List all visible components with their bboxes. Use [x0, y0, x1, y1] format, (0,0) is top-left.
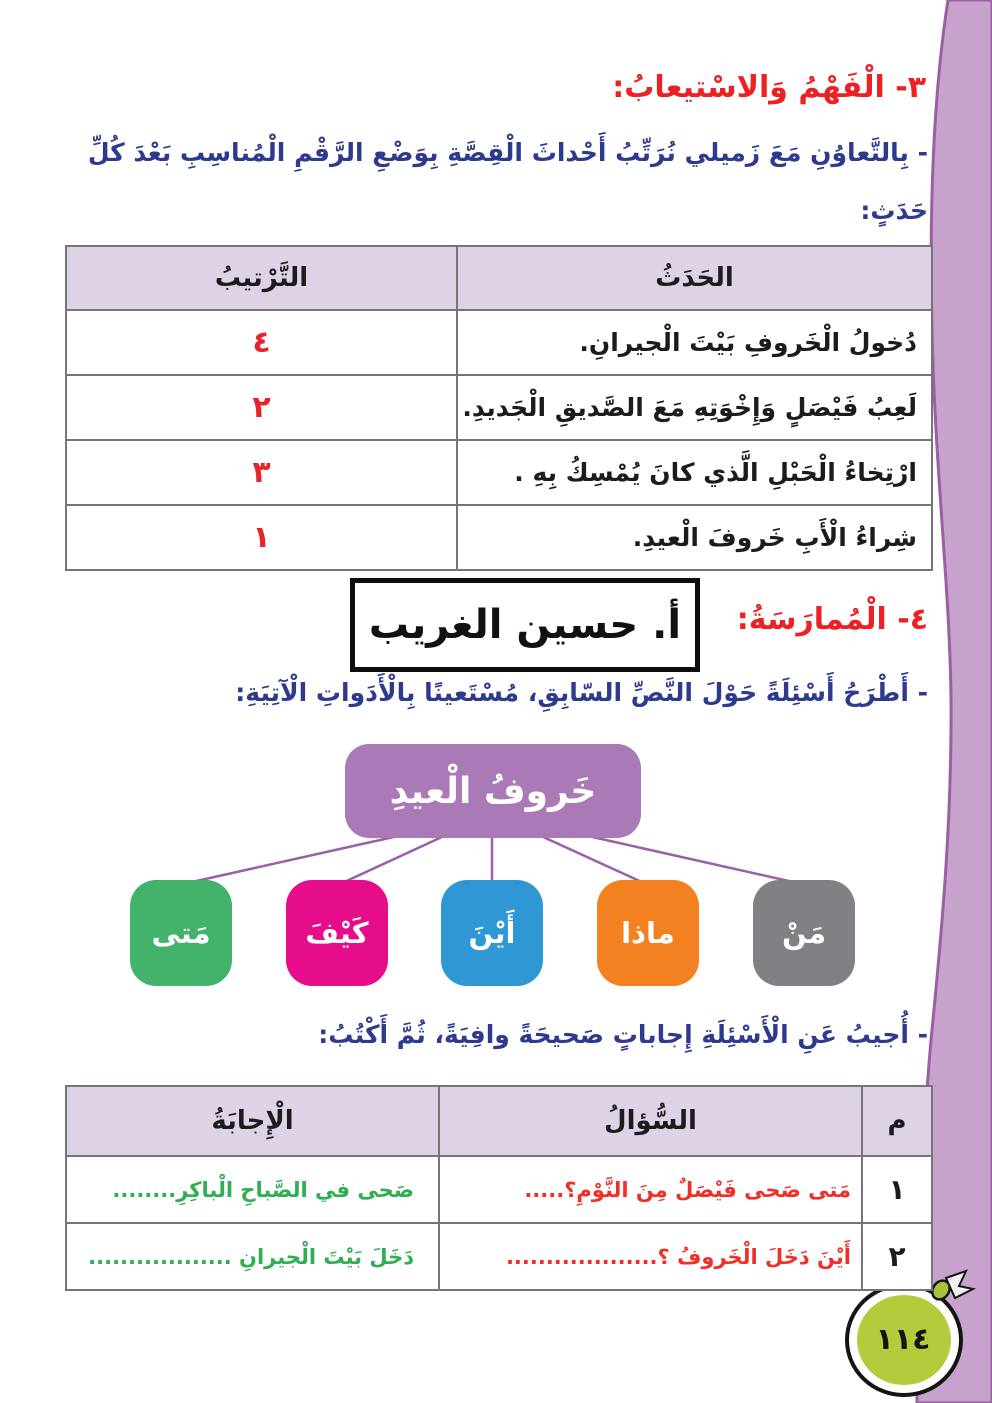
event-order: ١: [65, 504, 458, 571]
question-word-label: مَنْ: [781, 916, 827, 950]
topic-box: خَروفُ الْعيدِ: [345, 744, 641, 838]
teacher-stamp: أ. حسين الغريب: [350, 578, 700, 672]
table-row: شِراءُ الْأَبِ خَروفَ الْعيدِ. ١: [65, 504, 933, 571]
section4-instruction2: - أُجيبُ عَنِ الْأَسْئِلَةِ إِجاباتٍ صَح…: [318, 1020, 928, 1049]
question-word-box-man: مَنْ: [753, 880, 855, 986]
question-word-label: ماذا: [621, 916, 675, 950]
question-word-label: كَيْفَ: [305, 916, 369, 950]
event-text: ارْتِخاءُ الْحَبْلِ الَّذي كانَ يُمْسِكُ…: [456, 439, 933, 506]
event-text: شِراءُ الْأَبِ خَروفَ الْعيدِ.: [456, 504, 933, 571]
question-word-label: أَيْنَ: [468, 916, 516, 950]
qa-header-num: م: [861, 1085, 933, 1157]
table-row: ٢ أَيْنَ دَخَلَ الْخَروفُ ؟.............…: [65, 1222, 933, 1291]
table-row: لَعِبُ فَيْصَلٍ وَإِخْوَتِهِ مَعَ الصَّد…: [65, 374, 933, 441]
qa-row-num: ٢: [861, 1222, 933, 1291]
events-header-event: الحَدَثُ: [456, 245, 933, 311]
qa-row-question: أَيْنَ دَخَلَ الْخَروفُ ؟...............…: [438, 1222, 863, 1291]
events-table-header-row: الحَدَثُ التَّرْتيبُ: [65, 245, 933, 311]
question-word-box-kayfa: كَيْفَ: [286, 880, 388, 986]
qa-row-answer: دَخَلَ بَيْتَ الْجيرانِ ................…: [65, 1222, 440, 1291]
qa-header-answer: الْإِجابَةُ: [65, 1085, 440, 1157]
section4-instruction1: - أَطْرَحُ أَسْئِلَةً حَوْلَ النَّصِّ ال…: [235, 678, 928, 707]
event-order: ٤: [65, 309, 458, 376]
question-word-box-mata: مَتى: [130, 880, 232, 986]
qa-table-header-row: م السُّؤالُ الْإِجابَةُ: [65, 1085, 933, 1157]
section3-heading: ٣- الْفَهْمُ وَالاسْتيعابُ:: [612, 70, 926, 105]
qa-table: م السُّؤالُ الْإِجابَةُ ١ مَتى صَحى فَيْ…: [65, 1085, 933, 1291]
section3-instruction-line2: حَدَثٍ:: [860, 196, 928, 225]
page-number: ١١٤: [875, 1322, 931, 1357]
question-word-label: مَتى: [151, 916, 211, 950]
section4-heading: ٤- الْمُمارَسَةُ:: [736, 602, 928, 637]
event-text: دُخولُ الْخَروفِ بَيْتَ الْجيرانِ.: [456, 309, 933, 376]
event-text: لَعِبُ فَيْصَلٍ وَإِخْوَتِهِ مَعَ الصَّد…: [456, 374, 933, 441]
event-order: ٢: [65, 374, 458, 441]
question-word-box-matha: ماذا: [597, 880, 699, 986]
qa-row-num: ١: [861, 1155, 933, 1224]
table-row: دُخولُ الْخَروفِ بَيْتَ الْجيرانِ. ٤: [65, 309, 933, 376]
table-row: ١ مَتى صَحى فَيْصَلٌ مِنَ النَّوْمِ؟....…: [65, 1155, 933, 1224]
qa-row-question: مَتى صَحى فَيْصَلٌ مِنَ النَّوْمِ؟.....: [438, 1155, 863, 1224]
question-word-box-ayna: أَيْنَ: [441, 880, 543, 986]
table-row: ارْتِخاءُ الْحَبْلِ الَّذي كانَ يُمْسِكُ…: [65, 439, 933, 506]
events-header-order: التَّرْتيبُ: [65, 245, 458, 311]
section3-instruction-line1: - بِالتَّعاوُنِ مَعَ زَميلي نُرَتِّبُ أَ…: [87, 138, 928, 167]
qa-row-answer: صَحى في الصَّباحِ الْباكِرِ........: [65, 1155, 440, 1224]
event-order: ٣: [65, 439, 458, 506]
events-table: الحَدَثُ التَّرْتيبُ دُخولُ الْخَروفِ بَ…: [65, 245, 933, 571]
qa-header-question: السُّؤالُ: [438, 1085, 863, 1157]
